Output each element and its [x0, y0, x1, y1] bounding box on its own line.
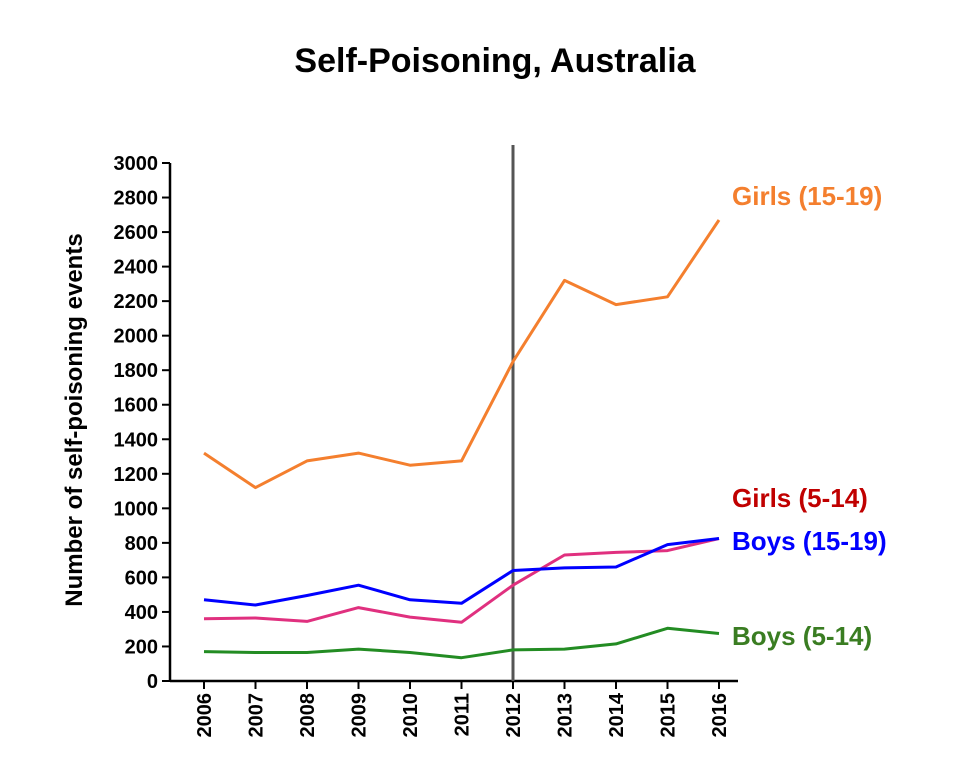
- x-tick-label: 2014: [606, 692, 628, 737]
- y-tick-label: 1000: [114, 498, 159, 520]
- series-layer: [203, 145, 721, 681]
- x-tick-label: 2008: [297, 693, 319, 738]
- x-tick-label: 2010: [400, 693, 422, 738]
- x-tick-label: 2007: [246, 693, 268, 738]
- series-line-girls-5-14: [203, 537, 720, 624]
- y-tick-label: 1200: [114, 464, 159, 486]
- x-tick-label: 2016: [709, 693, 731, 738]
- y-tick-label: 2800: [114, 188, 159, 210]
- x-tick-label: 2009: [349, 693, 371, 738]
- x-tick-label: 2013: [555, 693, 577, 738]
- x-tick-label: 2006: [194, 693, 216, 738]
- y-tick-label: 1800: [114, 360, 159, 382]
- x-tick-label: 2012: [503, 693, 525, 738]
- series-label-boys-5-14: Boys (5-14): [732, 621, 872, 651]
- y-tick-label: 1600: [114, 395, 159, 417]
- x-axis: 2006 2007 2008 2009 2010 2011 2012 2013 2014 2015…: [170, 679, 738, 738]
- y-tick-label: 3000: [114, 153, 159, 175]
- series-line-girls-15-19: [203, 219, 721, 490]
- x-tick-label: 2015: [658, 693, 680, 738]
- y-tick-label: 2400: [114, 257, 159, 279]
- y-tick-label: 600: [125, 567, 158, 589]
- series-labels: Girls (15-19) Girls (5-14) Boys (15-19) Boy…: [732, 181, 887, 651]
- y-tick-label: 1400: [114, 429, 159, 451]
- y-tick-label: 0: [147, 671, 158, 693]
- x-tick-label: 2011: [452, 693, 474, 736]
- y-tick-label: 2600: [114, 222, 159, 244]
- y-tick-label: 800: [125, 533, 158, 555]
- y-axis-label: Number of self-poisoning events: [61, 233, 88, 606]
- series-line-boys-5-14: [203, 626, 720, 660]
- y-tick-label: 2000: [114, 326, 159, 348]
- chart-title: Self-Poisoning, Australia: [294, 42, 696, 80]
- y-tick-label: 200: [125, 636, 158, 658]
- series-label-boys-15-19: Boys (15-19): [732, 526, 887, 556]
- series-label-girls-15-19: Girls (15-19): [732, 181, 882, 211]
- y-tick-label: 400: [125, 602, 158, 624]
- y-tick-label: 2200: [114, 291, 159, 313]
- series-line-boys-15-19: [203, 537, 720, 607]
- y-axis: 0 200 400 600 800 1000 1200 1400 1600 1800 2000 220…: [114, 153, 172, 693]
- series-label-girls-5-14: Girls (5-14): [732, 483, 868, 513]
